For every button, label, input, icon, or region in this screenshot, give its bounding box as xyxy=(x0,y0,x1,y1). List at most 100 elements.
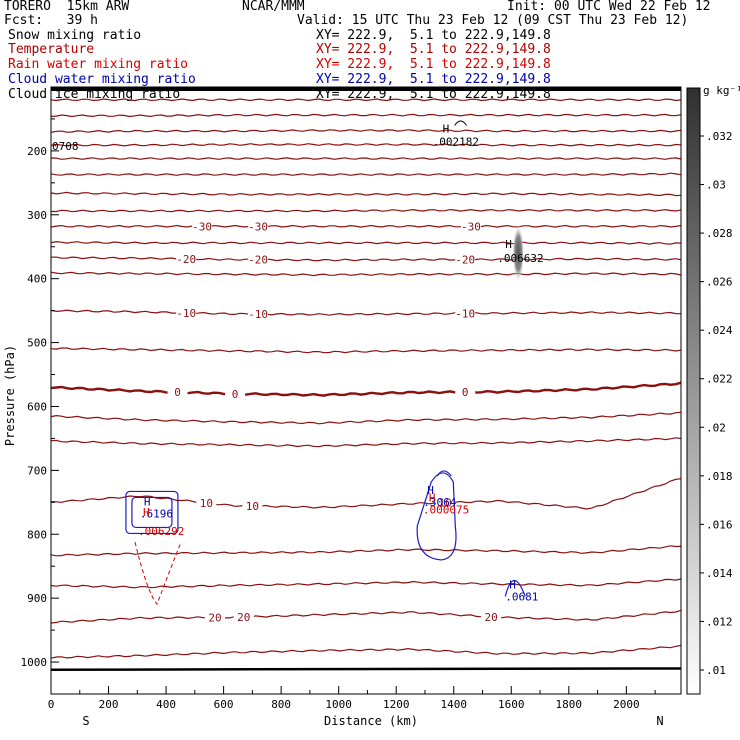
field-temperature-name: Temperature xyxy=(8,42,95,57)
y-tick-label: 700 xyxy=(27,464,47,477)
other-max-value: .002182 xyxy=(433,136,479,149)
temperature-isotherm xyxy=(51,98,681,102)
init-time: Init: 00 UTC Wed 22 Feb 12 xyxy=(507,0,711,14)
x-tick-label: 1600 xyxy=(498,698,525,711)
snow-max-value: .006632 xyxy=(497,252,543,265)
temperature-isotherm xyxy=(51,578,681,589)
cloud-ice-max-marker: H xyxy=(429,491,436,504)
isotherm-label-bg xyxy=(204,611,225,623)
isotherm-label: -20 xyxy=(455,254,475,267)
isotherm-label-bg xyxy=(176,306,197,318)
colorbar-tick-label: .032 xyxy=(706,130,733,143)
x-tick-label: 800 xyxy=(271,698,291,711)
model-title: TORERO 15km ARW xyxy=(4,0,130,14)
temperature-isotherm xyxy=(51,191,681,197)
colorbar-tick-label: .022 xyxy=(706,373,733,386)
isotherm-label: 0 xyxy=(232,388,239,401)
isotherm-label-bg xyxy=(176,252,197,264)
colorbar xyxy=(686,87,701,695)
rain-water-contour xyxy=(134,541,182,606)
org-label: NCAR/MMM xyxy=(242,0,305,14)
field-cloudwater-name: Cloud water mixing ratio xyxy=(8,72,196,87)
rain-water-max-value: .006292 xyxy=(138,525,184,538)
cloud-water-max-marker: H xyxy=(509,578,516,591)
colorbar-unit: g kg⁻¹ xyxy=(703,84,740,97)
field-cloudwater-xy: XY= 222.9, 5.1 to 222.9,149.8 xyxy=(316,72,551,87)
temperature-isotherm xyxy=(51,113,681,118)
colorbar-tick-label: .03 xyxy=(706,179,726,192)
y-axis-label: Pressure (hPa) xyxy=(3,345,17,446)
other-contour xyxy=(454,120,468,126)
x-tick-label: 1400 xyxy=(440,698,467,711)
colorbar-tick-label: .014 xyxy=(706,567,733,580)
colorbar-tick-label: .018 xyxy=(706,470,733,483)
isotherm-label-bg xyxy=(248,308,269,320)
isotherm-label: -10 xyxy=(455,307,475,320)
temperature-isotherm xyxy=(51,309,681,316)
colorbar-tick-label: .016 xyxy=(706,518,733,531)
temperature-isotherm xyxy=(51,644,681,659)
isotherm-label-bg xyxy=(248,220,269,232)
rain-water-max-marker: H xyxy=(143,506,150,519)
cloud-water-max-value: .6196 xyxy=(140,507,173,520)
isotherm-label-bg xyxy=(242,499,263,511)
temperature-isotherm xyxy=(51,224,681,228)
field-rain-xy: XY= 222.9, 5.1 to 222.9,149.8 xyxy=(316,57,551,72)
y-tick-label: 500 xyxy=(27,337,47,350)
snow-max-marker: H xyxy=(505,238,512,251)
x-endpoint-right: N xyxy=(656,714,663,728)
temperature-isotherm xyxy=(51,256,681,262)
isotherm-label: 20 xyxy=(237,611,250,624)
isotherm-label-bg xyxy=(196,496,217,508)
colorbar-tick-label: .028 xyxy=(706,227,733,240)
field-snow-xy: XY= 222.9, 5.1 to 222.9,149.8 xyxy=(316,28,551,43)
temperature-isotherm xyxy=(51,271,681,277)
isotherm-label: -30 xyxy=(461,220,481,233)
isotherm-label: -20 xyxy=(248,254,268,267)
isotherm-label-bg xyxy=(461,220,481,232)
x-tick-label: 2000 xyxy=(613,698,640,711)
isotherm-label: -30 xyxy=(192,220,212,233)
snow-maximum-shading xyxy=(512,224,525,282)
isotherm-label: 0 xyxy=(462,386,469,399)
colorbar-tick-label: .02 xyxy=(706,421,726,434)
y-tick-label: 1000 xyxy=(21,656,48,669)
cloud-water-contour xyxy=(504,579,526,597)
temperature-isotherm xyxy=(51,437,681,448)
terrain-surface xyxy=(50,667,682,671)
cloud-water-max-marker: H xyxy=(144,495,151,508)
field-temperature-xy: XY= 222.9, 5.1 to 222.9,149.8 xyxy=(316,42,551,57)
y-tick-label: 600 xyxy=(27,400,47,413)
y-tick-label: 400 xyxy=(27,273,47,286)
isotherm-label-bg xyxy=(233,610,254,622)
edge-value-label: 0708 xyxy=(52,140,79,153)
y-tick-label: 800 xyxy=(27,528,47,541)
isotherm-label-bg xyxy=(167,386,188,398)
isotherm-label-bg xyxy=(192,220,213,232)
cloud-water-max-value: .0681 xyxy=(505,590,538,603)
temperature-isotherm xyxy=(51,240,681,245)
temperature-isotherm xyxy=(51,545,681,557)
x-tick-label: 1000 xyxy=(325,698,352,711)
temperature-isotherm xyxy=(51,347,681,354)
plot-top-edge xyxy=(51,87,681,91)
cloud-water-contour xyxy=(131,496,173,529)
isotherm-label-bg xyxy=(455,307,476,319)
cloud-water-contour xyxy=(416,472,457,561)
colorbar-tick-label: .026 xyxy=(706,276,733,289)
cloud-water-max-value: .3064 xyxy=(423,496,456,509)
colorbar-tick-label: .01 xyxy=(706,664,726,677)
isotherm-label-bg xyxy=(481,610,502,622)
temperature-isotherm xyxy=(51,143,681,147)
isotherm-label-bg xyxy=(225,387,246,399)
cloud-water-max-marker: H xyxy=(427,484,434,497)
isotherm-label: 20 xyxy=(208,611,221,624)
x-endpoint-left: S xyxy=(82,714,89,728)
isotherm-label-bg xyxy=(455,386,476,398)
isotherm-label: -10 xyxy=(248,308,268,321)
isotherm-label: -30 xyxy=(248,220,268,233)
cloud-water-contour xyxy=(125,490,179,535)
isotherm-label: 20 xyxy=(485,611,498,624)
x-tick-label: 200 xyxy=(99,698,119,711)
